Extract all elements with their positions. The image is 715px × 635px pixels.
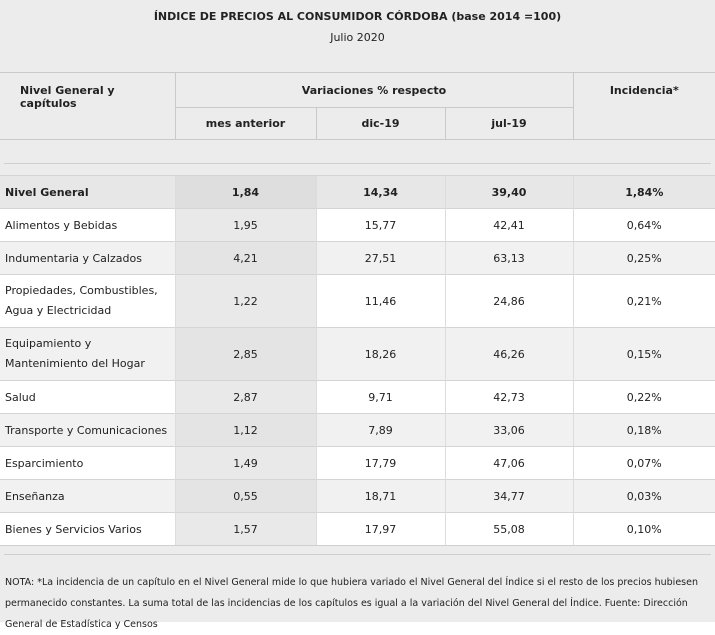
table-row: Salud 2,87 9,71 42,73 0,22% — [0, 380, 715, 414]
cell-jul-19: 42,41 — [445, 208, 574, 242]
cell-dic-19: 17,79 — [316, 446, 446, 480]
row-name: Salud — [0, 380, 176, 414]
cell-jul-19: 63,13 — [445, 241, 574, 275]
table-row: Enseñanza 0,55 18,71 34,77 0,03% — [0, 479, 715, 513]
page-title: ÍNDICE DE PRECIOS AL CONSUMIDOR CÓRDOBA … — [153, 10, 562, 23]
cell-jul-19: 33,06 — [445, 413, 574, 447]
cell-incidencia: 0,07% — [573, 446, 715, 480]
page-subtitle: Julio 2020 — [330, 31, 385, 44]
table-row: Transporte y Comunicaciones 1,12 7,89 33… — [0, 413, 715, 447]
column-header-nivel: Nivel General y capítulos — [0, 72, 175, 140]
cell-mes-anterior: 0,55 — [175, 479, 317, 513]
subheader-row: mes anterior dic-19 jul-19 — [0, 107, 715, 140]
cell-incidencia: 0,15% — [573, 327, 715, 381]
cell-mes-anterior: 1,84 — [175, 175, 317, 209]
cell-dic-19: 18,26 — [316, 327, 446, 381]
cell-jul-19: 55,08 — [445, 512, 574, 545]
divider — [4, 554, 711, 555]
row-name: Esparcimiento — [0, 446, 176, 480]
table-row: Alimentos y Bebidas 1,95 15,77 42,41 0,6… — [0, 208, 715, 242]
cell-mes-anterior: 1,95 — [175, 208, 317, 242]
column-header-incidencia: Incidencia* — [573, 72, 715, 140]
ipc-table: Nivel General y capítulos Variaciones % … — [0, 72, 715, 545]
cell-jul-19: 42,73 — [445, 380, 574, 414]
cell-jul-19: 24,86 — [445, 274, 574, 328]
cell-dic-19: 27,51 — [316, 241, 446, 275]
row-name: Enseñanza — [0, 479, 176, 513]
cell-dic-19: 7,89 — [316, 413, 446, 447]
footnote: NOTA: *La incidencia de un capítulo en e… — [0, 545, 715, 630]
cell-incidencia: 0,10% — [573, 512, 715, 545]
table-row: Propiedades, Combustibles, Agua y Electr… — [0, 274, 715, 328]
cell-incidencia: 1,84% — [573, 175, 715, 209]
divider — [4, 162, 712, 164]
cell-dic-19: 15,77 — [316, 208, 446, 242]
cell-incidencia: 0,25% — [573, 241, 715, 275]
table-row: Equipamiento y Mantenimiento del Hogar 2… — [0, 327, 715, 381]
row-name: Propiedades, Combustibles, Agua y Electr… — [0, 274, 176, 328]
row-name: Equipamiento y Mantenimiento del Hogar — [0, 327, 176, 381]
cell-dic-19: 11,46 — [316, 274, 446, 328]
cell-dic-19: 18,71 — [316, 479, 446, 513]
cell-mes-anterior: 1,12 — [175, 413, 317, 447]
table-row: Esparcimiento 1,49 17,79 47,06 0,07% — [0, 446, 715, 480]
table-row: Indumentaria y Calzados 4,21 27,51 63,13… — [0, 241, 715, 275]
table-header: ÍNDICE DE PRECIOS AL CONSUMIDOR CÓRDOBA … — [0, 0, 715, 72]
cell-incidencia: 0,21% — [573, 274, 715, 328]
cell-mes-anterior: 4,21 — [175, 241, 317, 275]
column-header-jul-19: jul-19 — [445, 107, 574, 140]
row-name: Alimentos y Bebidas — [0, 208, 176, 242]
table-row: Bienes y Servicios Varios 1,57 17,97 55,… — [0, 512, 715, 545]
cell-jul-19: 47,06 — [445, 446, 574, 480]
cell-mes-anterior: 1,22 — [175, 274, 317, 328]
cell-jul-19: 46,26 — [445, 327, 574, 381]
table-row: Nivel General 1,84 14,34 39,40 1,84% — [0, 175, 715, 209]
cell-mes-anterior: 1,57 — [175, 512, 317, 545]
column-header-mes-anterior: mes anterior — [174, 107, 317, 140]
spacer-row — [0, 140, 715, 176]
header-row: Nivel General y capítulos Variaciones % … — [0, 72, 715, 140]
cell-dic-19: 17,97 — [316, 512, 446, 545]
row-name: Transporte y Comunicaciones — [0, 413, 176, 447]
column-header-variaciones: Variaciones % respecto — [174, 72, 574, 108]
cell-incidencia: 0,18% — [573, 413, 715, 447]
footnote-text: NOTA: *La incidencia de un capítulo en e… — [5, 577, 698, 630]
cell-incidencia: 0,03% — [573, 479, 715, 513]
cell-jul-19: 39,40 — [445, 175, 574, 209]
cell-mes-anterior: 1,49 — [175, 446, 317, 480]
column-header-dic-19: dic-19 — [316, 107, 446, 140]
row-name: Nivel General — [0, 175, 176, 209]
cell-incidencia: 0,22% — [573, 380, 715, 414]
cell-dic-19: 9,71 — [316, 380, 446, 414]
cell-jul-19: 34,77 — [445, 479, 574, 513]
cell-mes-anterior: 2,87 — [175, 380, 317, 414]
cell-mes-anterior: 2,85 — [175, 327, 317, 381]
cell-dic-19: 14,34 — [316, 175, 446, 209]
row-name: Bienes y Servicios Varios — [0, 512, 176, 545]
row-name: Indumentaria y Calzados — [0, 241, 176, 275]
cell-incidencia: 0,64% — [573, 208, 715, 242]
